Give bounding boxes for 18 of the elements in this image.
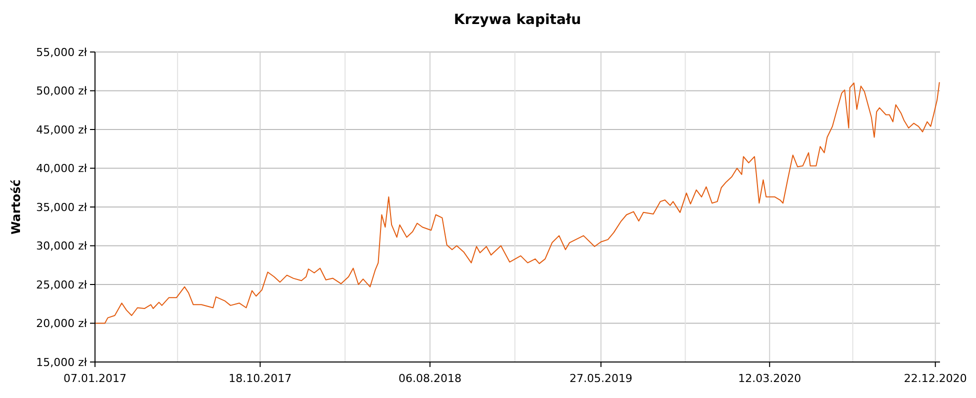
y-tick-label: 20,000 zł bbox=[36, 317, 88, 330]
y-tick-label: 30,000 zł bbox=[36, 240, 88, 253]
y-tick-label: 50,000 zł bbox=[36, 84, 88, 98]
y-tick-label: 15,000 zł bbox=[36, 356, 88, 369]
x-tick-label: 22.12.2020 bbox=[904, 372, 967, 385]
y-tick-label: 45,000 zł bbox=[36, 123, 88, 136]
chart-title: Krzywa kapitału bbox=[454, 12, 582, 28]
y-tick-label: 55,000 zł bbox=[36, 46, 88, 59]
x-tick-label: 12.03.2020 bbox=[738, 372, 802, 385]
y-axis-title: Wartość bbox=[9, 179, 23, 235]
y-tick-label: 25,000 zł bbox=[36, 278, 88, 292]
line-series bbox=[94, 82, 940, 324]
x-tick-label: 07.01.2017 bbox=[64, 372, 126, 385]
x-tick-label: 06.08.2018 bbox=[398, 372, 462, 385]
y-tick-label: 40,000 zł bbox=[36, 162, 88, 176]
x-tick-label: 18.10.2017 bbox=[228, 372, 292, 385]
y-tick-label: 35,000 zł bbox=[36, 200, 88, 214]
x-tick-label: 27.05.2019 bbox=[569, 372, 632, 385]
